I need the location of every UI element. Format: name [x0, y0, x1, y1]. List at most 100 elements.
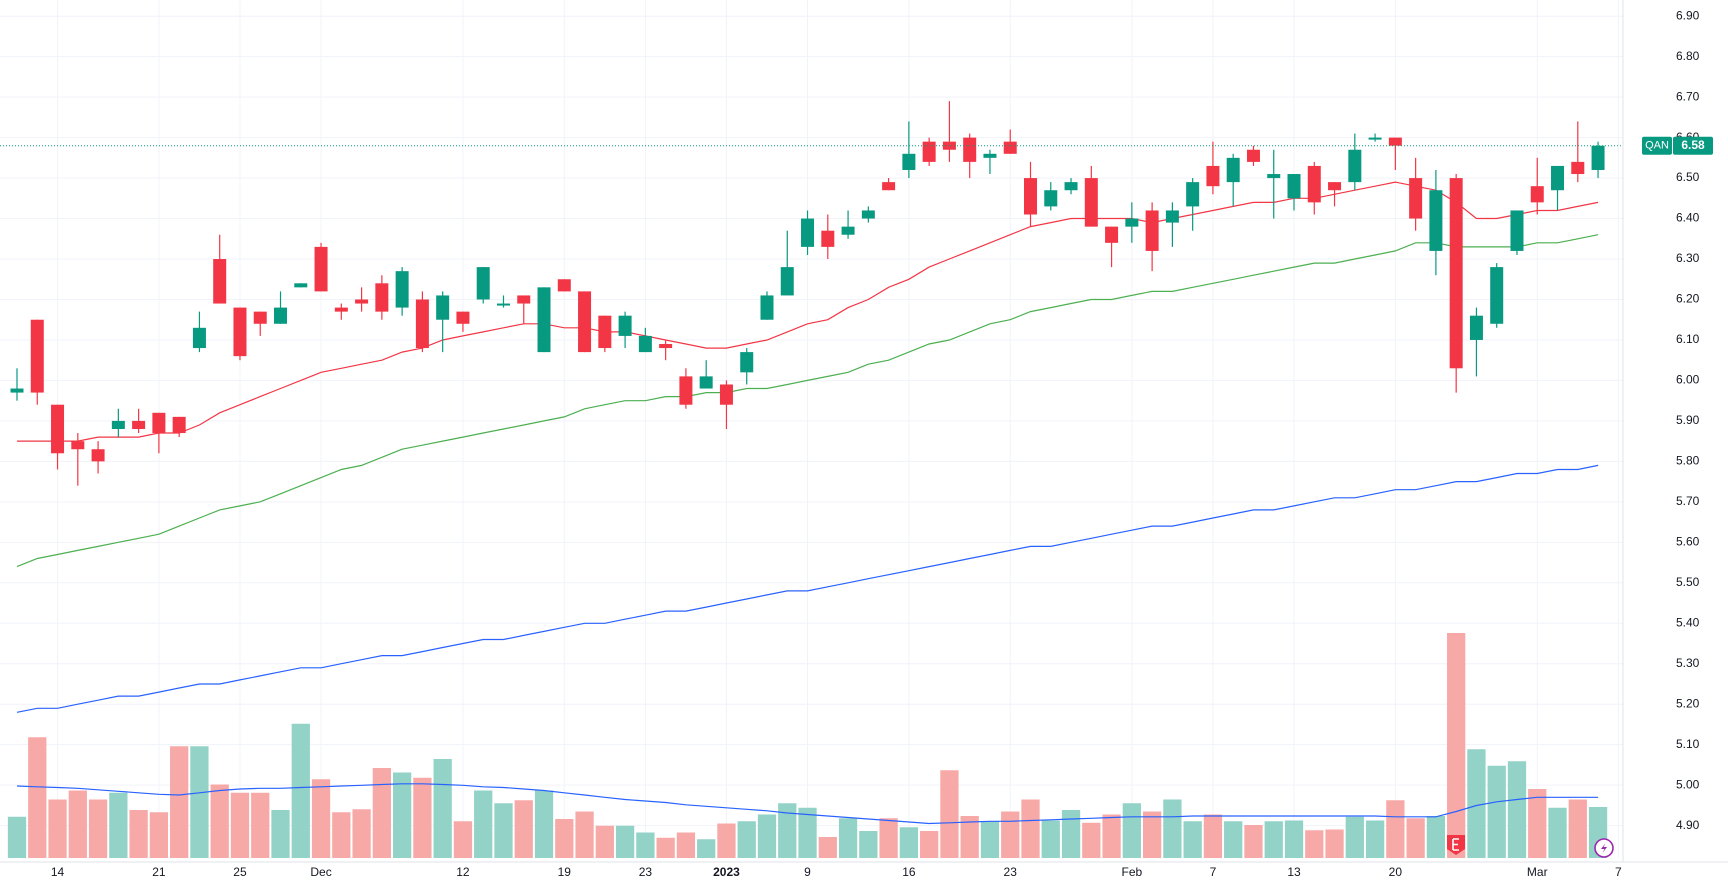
candle-body — [1591, 145, 1605, 170]
volume-bar — [109, 792, 128, 858]
y-tick-label: 5.70 — [1676, 494, 1700, 508]
y-tick-label: 5.60 — [1676, 534, 1700, 548]
candle-body — [1267, 174, 1281, 179]
candle-body — [496, 303, 510, 306]
volume-bar — [615, 825, 635, 858]
candle-body — [1145, 210, 1159, 251]
candle-body — [476, 267, 490, 300]
candle-body — [638, 335, 652, 353]
volume-bar — [230, 792, 250, 858]
volume-bar — [210, 784, 229, 858]
candle-body — [557, 279, 571, 292]
volume-bar — [1183, 821, 1202, 858]
x-tick-label: 16 — [902, 865, 916, 879]
candle-body — [192, 327, 206, 349]
volume-bar — [980, 821, 1000, 858]
candle-body — [983, 153, 997, 158]
candle-body — [882, 182, 896, 191]
volume-bar — [1244, 825, 1263, 858]
y-tick-label: 5.20 — [1676, 696, 1700, 710]
candle-body — [91, 449, 105, 462]
volume-bar — [595, 825, 614, 858]
volume-bar — [251, 792, 270, 858]
x-tick-label: 7 — [1210, 865, 1217, 879]
volume-bar — [88, 799, 108, 858]
candle-body — [51, 404, 65, 454]
candle-body — [1388, 137, 1402, 146]
candle-body — [719, 384, 733, 405]
volume-bar — [697, 839, 716, 858]
x-tick-label: 19 — [558, 865, 572, 879]
volume-bar — [1345, 816, 1364, 858]
x-tick-label: 7 — [1615, 865, 1622, 879]
x-tick-label: 13 — [1287, 865, 1301, 879]
x-tick-label: Feb — [1122, 865, 1143, 879]
candle-body — [963, 137, 977, 162]
candle-body — [1024, 178, 1037, 215]
volume-bar — [332, 812, 351, 858]
candle-body — [1449, 178, 1463, 369]
volume-bar — [899, 827, 919, 858]
candle-body — [598, 315, 612, 349]
volume-bar — [879, 818, 898, 858]
volume-bar — [920, 831, 939, 858]
volume-bar — [311, 779, 331, 858]
volume-bar — [433, 759, 452, 858]
volume-bar — [1528, 789, 1547, 858]
candle-body — [1348, 149, 1362, 183]
candle-body — [30, 319, 44, 393]
y-tick-label: 5.40 — [1676, 615, 1700, 629]
volume-bar — [7, 816, 27, 858]
y-tick-label: 6.40 — [1676, 211, 1700, 225]
candle-body — [1368, 137, 1382, 140]
candle-body — [1206, 165, 1220, 187]
candle-body — [294, 283, 308, 288]
candle-body — [1287, 174, 1301, 199]
candle-body — [740, 352, 754, 373]
symbol-badge — [1642, 136, 1672, 155]
candle-body — [821, 230, 835, 247]
volume-bar — [1447, 633, 1466, 858]
volume-bar — [1001, 811, 1020, 858]
candle-body — [760, 295, 774, 320]
y-tick-label: 6.80 — [1676, 49, 1700, 63]
candle-body — [334, 307, 348, 312]
candle-body — [1044, 190, 1058, 207]
y-tick-label: 6.50 — [1676, 170, 1700, 184]
candle-body — [1186, 182, 1200, 207]
volume-bar — [798, 807, 817, 858]
volume-bar — [1142, 811, 1162, 858]
volume-bar — [717, 823, 736, 858]
candle-body — [1490, 267, 1504, 324]
candle-body — [1429, 190, 1443, 251]
volume-bar — [1487, 765, 1506, 858]
x-tick-label: 9 — [804, 865, 811, 879]
candle-body — [1571, 161, 1585, 175]
volume-bar — [1041, 820, 1060, 858]
moving-average-line — [16, 464, 1599, 713]
candle-body — [1307, 165, 1321, 203]
x-tick-label: 12 — [456, 865, 470, 879]
candle-body — [861, 210, 875, 219]
volume-bar — [838, 818, 858, 858]
last-price-label: 6.58 — [1681, 138, 1705, 152]
volume-bar — [1082, 822, 1101, 858]
earnings-flag[interactable] — [1447, 835, 1465, 855]
volume-bar — [474, 790, 493, 858]
volume-bar — [1305, 830, 1324, 858]
y-tick-label: 4.90 — [1676, 818, 1700, 832]
candle-body — [659, 344, 673, 349]
symbol-label: QAN — [1645, 140, 1669, 152]
dividend-icon[interactable] — [1594, 838, 1614, 858]
candle-body — [517, 295, 531, 304]
candle-body — [1084, 178, 1098, 227]
volume-bar — [1386, 800, 1405, 858]
candle-body — [841, 226, 855, 235]
volume-bar — [1406, 818, 1425, 858]
x-tick-label: Mar — [1527, 865, 1548, 879]
candle-body — [456, 311, 470, 324]
y-tick-label: 5.50 — [1676, 575, 1700, 589]
